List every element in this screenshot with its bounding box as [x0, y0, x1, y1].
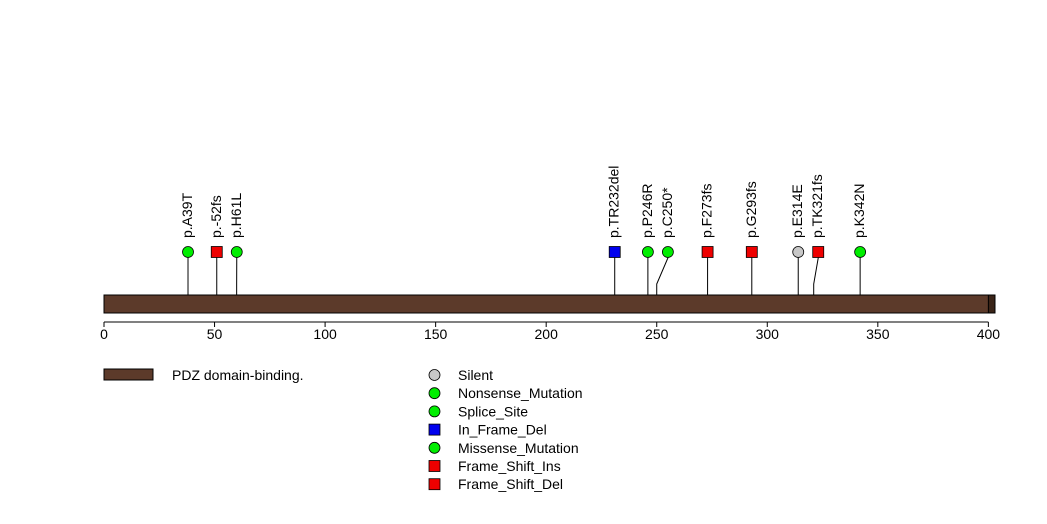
mutation-label: p.C250*: [659, 187, 675, 238]
mutation-legend-label: Nonsense_Mutation: [458, 385, 583, 401]
axis-tick-label: 0: [100, 326, 108, 342]
protein-backbone: [103, 294, 996, 314]
mutation-label: p.E314E: [789, 184, 805, 238]
mutation-legend-label: Frame_Shift_Del: [458, 476, 563, 492]
mutation-marker: [230, 246, 243, 258]
axis-tick-label: 250: [645, 326, 669, 342]
axis-tick-label: 400: [977, 326, 1001, 342]
mutation-legend-label: Missense_Mutation: [458, 440, 579, 456]
mutation-marker: [210, 246, 223, 258]
mutation-legend-label: In_Frame_Del: [458, 422, 547, 438]
mutation-label: p.TK321fs: [809, 174, 825, 238]
mutation-marker: [182, 246, 194, 258]
mutation-label: p.H61L: [228, 193, 244, 238]
legend-square-marker: [428, 423, 441, 436]
mutation-label: p.TR232del: [606, 166, 622, 238]
labels-layer: p.A39T p.-52fs p.H61L p.TR232del p.P246R p.C2…: [179, 166, 867, 238]
legend-square-marker: [428, 460, 441, 472]
mutation-label: p.P246R: [639, 184, 655, 238]
domain-legend-swatch: [103, 368, 154, 381]
mutation-legend: Silent Nonsense_Mutation Splice_Site In_Fra…: [428, 367, 583, 492]
mutation-marker: [792, 246, 805, 258]
axis-tick-label: 350: [866, 326, 890, 342]
mutation-label: p.F273fs: [699, 184, 715, 238]
axis-tick-label: 50: [207, 326, 223, 342]
stems-layer: [187, 252, 861, 295]
axis-tick-label: 300: [756, 326, 780, 342]
mutation-legend-label: Splice_Site: [458, 403, 528, 419]
domain-legend-label: PDZ domain-binding.: [172, 367, 304, 383]
axis-tick-label: 200: [535, 326, 559, 342]
mutation-legend-label: Frame_Shift_Ins: [458, 458, 561, 474]
legend-circle-marker: [428, 405, 441, 418]
x-axis: 0 50 100 150 200 250 300 350 400: [100, 321, 1001, 342]
mutation-label: p.G293fs: [743, 181, 759, 238]
mutation-marker: [812, 246, 825, 258]
domain-legend: PDZ domain-binding.: [103, 367, 304, 383]
mutation-stem: [656, 252, 669, 295]
domain-block: [987, 294, 996, 314]
mutation-marker: [745, 246, 758, 258]
mutation-label: p.K342N: [851, 184, 867, 238]
mutation-label: p.-52fs: [208, 195, 224, 238]
legend-circle-marker: [428, 369, 441, 381]
legend-square-marker: [428, 478, 441, 491]
mutation-marker: [608, 246, 621, 258]
mutation-label: p.A39T: [179, 192, 195, 238]
markers-layer: [182, 246, 867, 258]
mutation-marker: [854, 246, 867, 258]
mutation-legend-label: Silent: [458, 367, 493, 383]
domains-layer: [987, 294, 996, 314]
mutation-marker: [701, 246, 714, 258]
axis-tick-label: 100: [313, 326, 337, 342]
mutation-stem: [813, 252, 819, 295]
axis-tick-label: 150: [424, 326, 448, 342]
mutation-marker: [641, 246, 654, 258]
mutation-marker: [661, 246, 674, 258]
legend-circle-marker: [428, 441, 441, 454]
legend-circle-marker: [428, 387, 441, 400]
